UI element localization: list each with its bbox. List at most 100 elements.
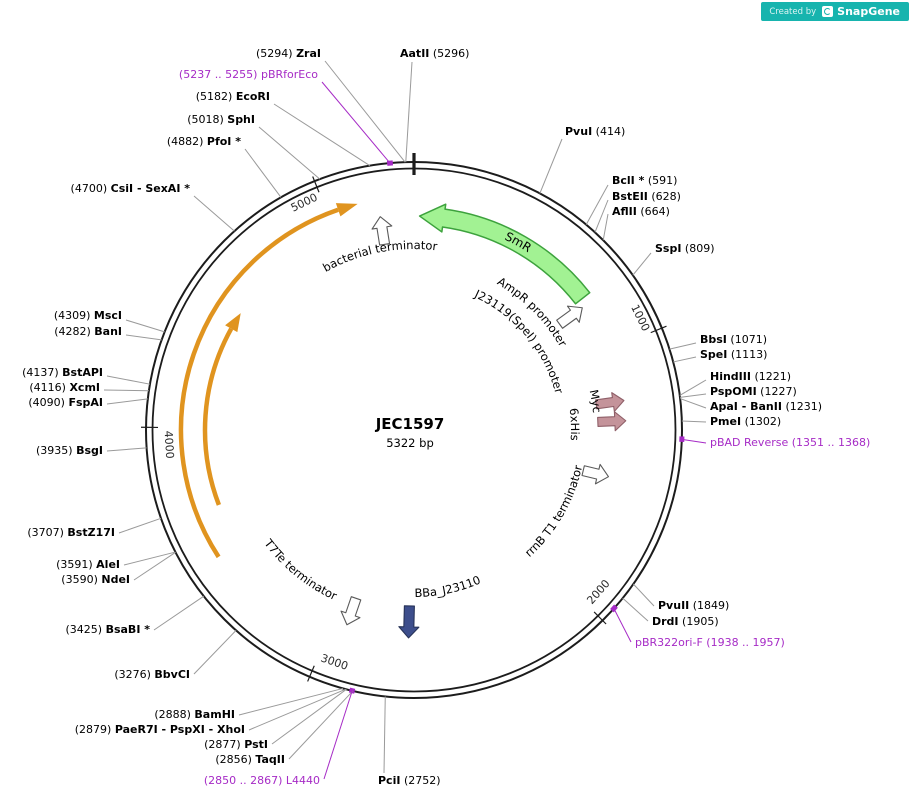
site-label-sspi: SspI (809) <box>632 242 715 276</box>
plasmid-name: JEC1597 <box>375 415 445 433</box>
site-label-spei: SpeI (1113) <box>673 348 767 363</box>
leader-line <box>103 389 149 392</box>
site-label-psti: (2877) PstI <box>204 688 347 751</box>
primer-tick-pbr322ori-f <box>610 604 618 613</box>
leader-line <box>602 213 609 241</box>
leader-line <box>244 148 282 198</box>
leader-line <box>118 517 162 534</box>
primer-label-l4440: (2850 .. 2867) L4440 <box>204 690 353 787</box>
tick-mark <box>650 325 667 334</box>
sixhis-arrow <box>597 411 627 432</box>
t7te-terminator-arrow <box>340 596 362 626</box>
site-label-csii-sexai: (4700) CsiI - SexAI * <box>71 182 235 232</box>
label-text: AflII (664) <box>612 205 670 218</box>
label-text: (5237 .. 5255) pBRforEco <box>179 68 318 81</box>
leader-line <box>106 375 151 385</box>
label-text: PciI (2752) <box>378 774 441 787</box>
leader-line <box>405 61 413 163</box>
rrnb-t1-terminator-arrow <box>581 463 610 485</box>
label-text: BbsI (1071) <box>700 333 767 346</box>
snapgene-brand-text: SnapGene <box>837 5 900 18</box>
leader-line <box>681 420 707 423</box>
tick-label: 3000 <box>319 652 350 673</box>
feature-arc <box>202 327 234 506</box>
label-text: (4882) PfoI * <box>167 135 241 148</box>
tick-label: 2000 <box>584 577 612 607</box>
leader-line <box>258 126 321 180</box>
label-text: (3707) BstZ17I <box>27 526 115 539</box>
leader-line <box>248 688 346 731</box>
leader-line <box>679 398 707 409</box>
label-text: PspOMI (1227) <box>710 385 797 398</box>
label-text: (4116) XcmI <box>29 381 100 394</box>
label-text: (5294) ZraI <box>256 47 321 60</box>
label-text: (3590) NdeI <box>61 573 130 586</box>
site-label-bbvci: (3276) BbvCI <box>114 630 237 681</box>
label-text: DrdI (1905) <box>652 615 719 628</box>
label-text: (4309) MscI <box>54 309 122 322</box>
tick-mark <box>593 611 607 625</box>
leader-line <box>106 398 148 405</box>
plasmid-size: 5322 bp <box>386 436 434 450</box>
site-label-bbsi: BbsI (1071) <box>669 333 767 350</box>
site-label-pspomi: PspOMI (1227) <box>679 385 797 398</box>
primer-label-pbad-reverse: pBAD Reverse (1351 .. 1368) <box>681 436 870 449</box>
sixhis-label: 6xHis <box>567 407 582 441</box>
snapgene-watermark: Created by SnapGene <box>761 2 909 21</box>
leader-line <box>193 630 237 675</box>
site-label-ecori: (5182) EcoRI <box>196 90 371 167</box>
site-label-hindiii: HindIII (1221) <box>679 370 791 396</box>
label-text: (4137) BstAPI <box>22 366 103 379</box>
label-text: (5182) EcoRI <box>196 90 270 103</box>
leader-line <box>669 342 697 350</box>
scale-tick-2000: 2000 <box>584 577 613 625</box>
site-label-aatii: AatII (5296) <box>400 47 469 163</box>
site-label-bsabi: (3425) BsaBI * <box>66 595 205 636</box>
leader-line <box>679 393 707 398</box>
feature-arc <box>178 207 339 559</box>
site-label-bstapi: (4137) BstAPI <box>22 366 151 385</box>
snapgene-logo-icon <box>822 6 834 17</box>
site-label-pvui: PvuI (414) <box>539 125 625 194</box>
leader-line <box>153 595 205 631</box>
feature-arrowhead <box>335 203 358 217</box>
leader-line <box>324 60 406 163</box>
label-text: PmeI (1302) <box>710 415 781 428</box>
label-text: PvuI (414) <box>565 125 625 138</box>
leader-line <box>106 447 147 452</box>
tick-label: 1000 <box>628 302 652 333</box>
leader-line <box>125 334 162 341</box>
leader-line <box>238 687 344 716</box>
leader-line <box>679 379 707 396</box>
label-text: AatII (5296) <box>400 47 469 60</box>
label-text: PvuII (1849) <box>658 599 729 612</box>
label-text: SspI (809) <box>655 242 715 255</box>
site-label-bstz17i: (3707) BstZ17I <box>27 517 162 539</box>
site-label-bani: (4282) BanI <box>54 325 162 341</box>
leader-line <box>632 583 655 607</box>
label-text: (2877) PstI <box>204 738 268 751</box>
site-label-xcmi: (4116) XcmI <box>29 381 149 394</box>
site-label-paer7i-pspxi-xhoi: (2879) PaeR7I - PspXI - XhoI <box>75 688 346 736</box>
tick-mark <box>307 665 315 682</box>
label-text: ApaI - BanII (1231) <box>710 400 822 413</box>
bba-j23110-arrow <box>398 605 420 639</box>
plasmid-title: JEC1597 5322 bp <box>375 415 445 450</box>
scale-tick-4000: 4000 <box>141 426 176 459</box>
label-text: (3591) AleI <box>56 558 120 571</box>
label-text: (2850 .. 2867) L4440 <box>204 774 320 787</box>
leader-line <box>273 103 371 167</box>
leader-line <box>125 319 165 333</box>
primer-label-pbr322ori-f: pBR322ori-F (1938 .. 1957) <box>613 608 785 649</box>
site-label-pmei: PmeI (1302) <box>681 415 781 428</box>
leader-line <box>193 195 235 232</box>
leader-line <box>673 356 697 363</box>
label-text: HindIII (1221) <box>710 370 791 383</box>
t7te-terminator-label: T7Te terminator <box>261 536 339 603</box>
myc-label: Myc <box>587 388 604 413</box>
leader-line <box>622 597 649 622</box>
site-label-bsgi: (3935) BsgI <box>36 444 147 457</box>
snapgene-badge: SnapGene <box>822 5 900 18</box>
site-label-bcli: BclI * (591) <box>585 174 677 225</box>
